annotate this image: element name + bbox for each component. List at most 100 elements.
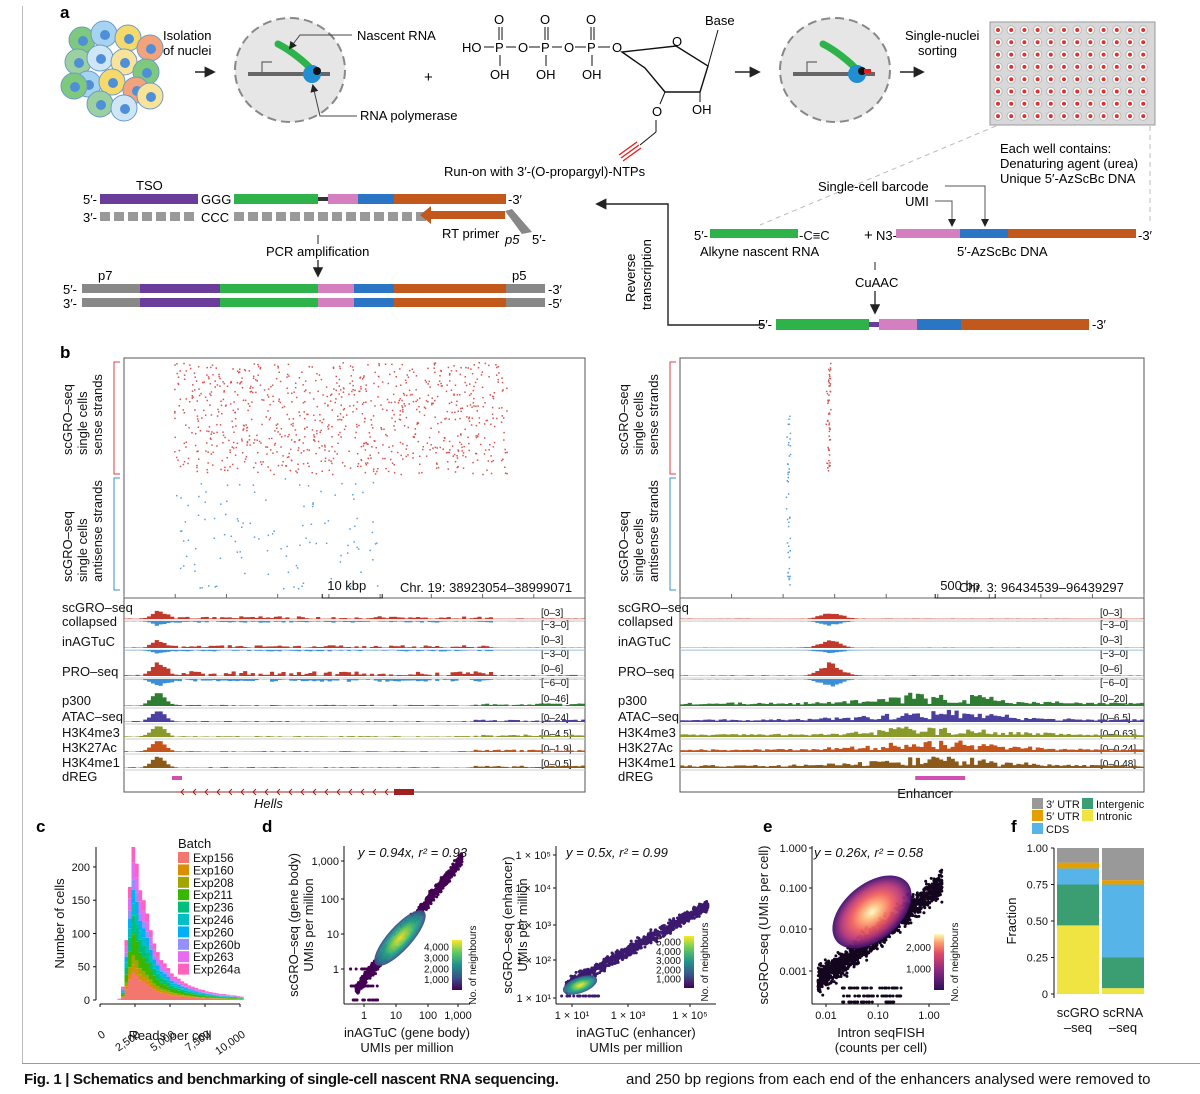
signal-bar (768, 702, 774, 706)
signal-bar (830, 613, 835, 619)
signal-bar (869, 761, 874, 768)
signal-bar (139, 618, 144, 619)
signal-track (124, 640, 586, 648)
signal-bar (788, 748, 793, 752)
histogram-bin (215, 997, 220, 999)
sense-read (455, 404, 458, 406)
signal-bar (803, 764, 808, 768)
signal-bar (450, 679, 455, 682)
sense-read (328, 469, 331, 472)
histogram-bin (205, 991, 209, 993)
antisense-read (788, 517, 791, 519)
sense-read (395, 385, 398, 387)
sense-read (496, 417, 498, 420)
histogram-bin (145, 962, 150, 975)
signal-bar (427, 674, 432, 676)
signal-bar (342, 671, 348, 676)
signal-bar (803, 734, 808, 737)
exon-block (394, 789, 414, 795)
sense-read (220, 468, 222, 471)
signal-bar (204, 679, 209, 681)
sense-read (828, 439, 831, 441)
signal-bar (861, 715, 866, 722)
signal-bar (542, 735, 547, 737)
sense-read (206, 430, 208, 432)
signal-bar (158, 679, 163, 686)
well-content (1009, 28, 1014, 32)
antisense-read (349, 528, 351, 530)
signal-bar (504, 749, 509, 752)
signal-bar (423, 645, 428, 648)
cell-nucleus (120, 104, 130, 114)
signal-bar (842, 650, 847, 652)
signal-bar (312, 751, 317, 752)
signal-bar (212, 617, 217, 619)
signal-bar (772, 704, 777, 706)
histogram-bin (170, 985, 174, 989)
cell-nucleus (146, 44, 156, 54)
signal-bar (331, 704, 336, 706)
signal-bar (189, 646, 194, 648)
signal-bar (281, 767, 286, 768)
sense-read (474, 381, 477, 384)
signal-bar (842, 645, 847, 648)
sense-read (250, 390, 253, 393)
signal-bar (710, 749, 716, 752)
signal-bar (687, 702, 692, 706)
signal-bar (162, 679, 167, 684)
signal-bar (227, 645, 232, 648)
pcr-segment-bottom (354, 298, 394, 307)
sense-read (363, 442, 366, 445)
signal-bar (342, 705, 348, 706)
well-content (1009, 64, 1014, 69)
signal-bar (512, 704, 517, 706)
locus-label: Chr. 19: 38923054–38999071 (400, 580, 572, 595)
sense-read (828, 385, 831, 387)
plus-sign: + (424, 69, 433, 86)
antisense-read (786, 479, 789, 482)
signal-bar (269, 736, 275, 737)
signal-bar (431, 736, 436, 737)
track-label: PRO–seq (62, 664, 118, 679)
histogram-bin (236, 998, 241, 999)
signal-bar (842, 672, 847, 676)
sense-read (324, 402, 326, 405)
signal-bar (369, 751, 375, 752)
histogram-bin (177, 995, 181, 997)
sense-read (244, 458, 247, 460)
sense-read (827, 380, 830, 383)
track-label: collapsed (62, 614, 117, 629)
signal-bar (427, 621, 432, 623)
signal-bar (718, 734, 723, 737)
sense-read (504, 466, 506, 468)
signal-bar (531, 767, 536, 768)
signal-bar (830, 763, 835, 768)
signal-bar (446, 674, 451, 676)
signal-bar (323, 621, 328, 622)
signal-bar (523, 675, 528, 676)
signal-bar (196, 671, 202, 676)
signal-bar (154, 726, 159, 737)
signal-bar (819, 621, 824, 624)
sense-read (281, 406, 284, 409)
signal-bar (293, 679, 298, 681)
sense-read (434, 399, 436, 402)
signal-bar (1093, 704, 1098, 706)
signal-bar (389, 616, 394, 619)
sense-read (829, 384, 831, 387)
sense-read (364, 471, 367, 474)
signal-bar (373, 721, 378, 722)
signal-bar (977, 732, 982, 737)
antisense-read (266, 549, 269, 552)
sense-read (212, 373, 214, 376)
sense-read (235, 446, 238, 449)
signal-bar (400, 675, 405, 676)
signal-bar (250, 751, 255, 752)
histogram-bin (121, 997, 125, 1000)
sense-read (292, 418, 295, 420)
signal-bar (842, 701, 847, 706)
signal-bar (266, 646, 271, 648)
sense-strand-label: scGRO–seq (616, 384, 631, 455)
signal-bar (454, 751, 459, 752)
signal-bar (431, 650, 436, 652)
